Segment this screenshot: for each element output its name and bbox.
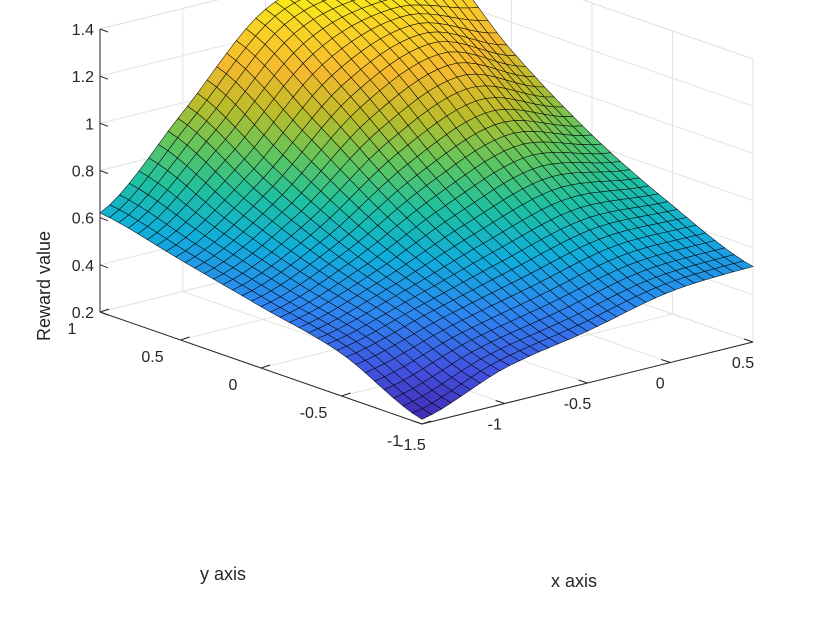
x-tick-label: -1.5 — [398, 437, 426, 454]
z-tick-label: 0.8 — [72, 164, 94, 181]
z-tick-label: 1 — [85, 116, 94, 133]
surface — [99, 0, 754, 420]
x-tick-label: 0.5 — [732, 355, 754, 372]
y-tick-label: 1 — [68, 321, 77, 338]
z-tick — [99, 122, 109, 127]
x-tick-label: 0 — [656, 376, 665, 393]
z-tick — [99, 264, 109, 269]
y-tick — [99, 308, 110, 313]
y-tick-label: -1 — [387, 433, 401, 450]
x-tick — [412, 420, 423, 425]
y-tick — [180, 336, 190, 341]
tick-labels: -1.5-1-0.500.5-1-0.500.510.20.40.60.811.… — [68, 22, 755, 454]
x-tick — [495, 400, 505, 404]
x-tick — [578, 379, 588, 384]
z-tick — [99, 75, 109, 80]
y-tick — [260, 364, 271, 369]
z-tick — [99, 170, 109, 174]
z-axis-title: Reward value — [34, 231, 54, 341]
z-tick-label: 0.4 — [72, 258, 94, 275]
box-edge — [581, 0, 754, 60]
y-axis-title: y axis — [200, 564, 246, 584]
z-tick-label: 1.2 — [72, 69, 94, 86]
surface-patch — [411, 408, 433, 420]
axes — [99, 28, 754, 425]
x-tick — [661, 359, 671, 363]
y-tick — [341, 392, 351, 397]
z-tick-label: 1.4 — [72, 22, 94, 39]
surface-patch — [289, 0, 301, 4]
z-tick — [99, 311, 109, 316]
x-tick — [743, 338, 754, 343]
z-tick — [99, 217, 109, 222]
y-tick-label: 0 — [229, 377, 238, 394]
z-tick-label: 0.6 — [72, 211, 94, 228]
x-tick-label: -0.5 — [564, 396, 592, 413]
z-tick — [99, 28, 109, 33]
z-tick-label: 0.2 — [72, 305, 94, 322]
grid-line — [446, 0, 754, 107]
y-tick-label: -0.5 — [300, 405, 328, 422]
x-axis-title: x axis — [551, 571, 597, 591]
x-tick-label: -1 — [488, 417, 502, 434]
y-tick-label: 0.5 — [141, 349, 163, 366]
y-tick — [421, 420, 432, 425]
box-edge — [99, 0, 220, 30]
